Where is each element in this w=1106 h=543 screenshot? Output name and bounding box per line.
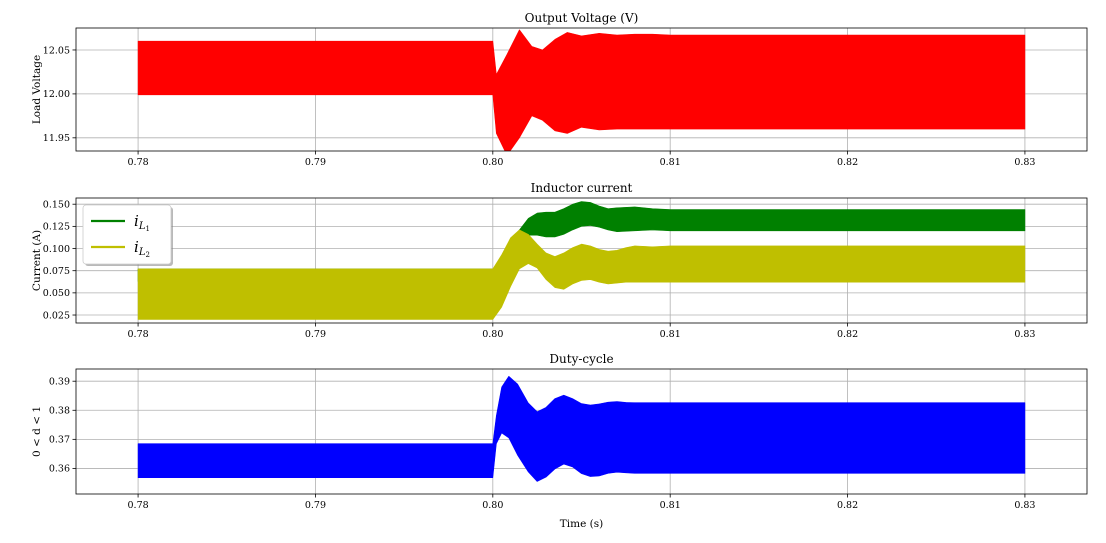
current-xtick-label-1: 0.79: [305, 329, 326, 340]
duty-xtick-label-0: 0.78: [128, 500, 149, 511]
duty-ytick-label-0: 0.36: [49, 464, 70, 475]
duty-xtick-label-3: 0.81: [660, 500, 681, 511]
voltage-ytick-label-2: 12.05: [43, 45, 70, 56]
duty-xtick-label-5: 0.83: [1014, 500, 1035, 511]
voltage-xtick-label-4: 0.82: [837, 157, 858, 168]
current-ytick-label-3: 0.100: [43, 244, 70, 255]
duty-series-1-band: [137, 375, 1026, 482]
duty-xtick-label-4: 0.82: [837, 500, 858, 511]
voltage-ytick-label-0: 11.95: [43, 133, 70, 144]
duty-ytick-label-3: 0.39: [49, 377, 70, 388]
current-ytick-label-2: 0.075: [43, 266, 70, 277]
duty-title: Duty-cycle: [549, 352, 613, 366]
voltage-ytick-label-1: 12.00: [43, 89, 70, 100]
current-xtick-label-3: 0.81: [660, 329, 681, 340]
current-xtick-label-4: 0.82: [837, 329, 858, 340]
duty-xlabel: Time (s): [560, 518, 603, 530]
voltage-ylabel: Load Voltage: [31, 55, 43, 124]
duty-cycle-panel: 0.78 0.79 0.80 0.81 0.82 0.83 0.36 0.37 0.38 0.39…: [31, 352, 1088, 530]
voltage-xtick-label-0: 0.78: [128, 157, 149, 168]
current-ytick-label-1: 0.050: [43, 288, 70, 299]
duty-axes-frame: [75, 368, 1088, 495]
current-ytick-label-4: 0.125: [43, 222, 70, 233]
voltage-axes-frame: [75, 27, 1088, 152]
current-xtick-label-0: 0.78: [128, 329, 149, 340]
output-voltage-panel: 0.78 0.79 0.80 0.81 0.82 0.83 11.95 12.00 12.05 O…: [31, 11, 1088, 168]
voltage-xtick-label-2: 0.80: [482, 157, 503, 168]
current-series-1-band: [137, 201, 1026, 282]
current-axes-frame: [75, 197, 1088, 324]
voltage-xtick-label-5: 0.83: [1014, 157, 1035, 168]
duty-ytick-label-1: 0.37: [49, 435, 70, 446]
current-legend-box: [82, 204, 172, 265]
voltage-title: Output Voltage (V): [525, 11, 639, 25]
current-legend-label-1: iL1: [134, 212, 150, 233]
current-series-2-band: [137, 229, 1026, 320]
current-title: Inductor current: [531, 181, 633, 195]
duty-ytick-label-2: 0.38: [49, 406, 70, 417]
current-xtick-label-2: 0.80: [482, 329, 503, 340]
current-ylabel: Current (A): [31, 230, 43, 291]
voltage-series-1-band: [137, 29, 1026, 151]
voltage-xtick-label-3: 0.81: [660, 157, 681, 168]
current-xtick-label-5: 0.83: [1014, 329, 1035, 340]
inductor-current-panel: 0.78 0.79 0.80 0.81 0.82 0.83 0.025 0.050 0.075 0…: [31, 181, 1088, 340]
duty-ylabel: 0 < d < 1: [31, 406, 43, 457]
duty-xtick-label-1: 0.79: [305, 500, 326, 511]
voltage-xtick-label-1: 0.79: [305, 157, 326, 168]
current-ytick-label-0: 0.025: [43, 310, 70, 321]
duty-xtick-label-2: 0.80: [482, 500, 503, 511]
current-ytick-label-5: 0.150: [43, 200, 70, 211]
current-legend-label-2: iL2: [134, 238, 150, 259]
